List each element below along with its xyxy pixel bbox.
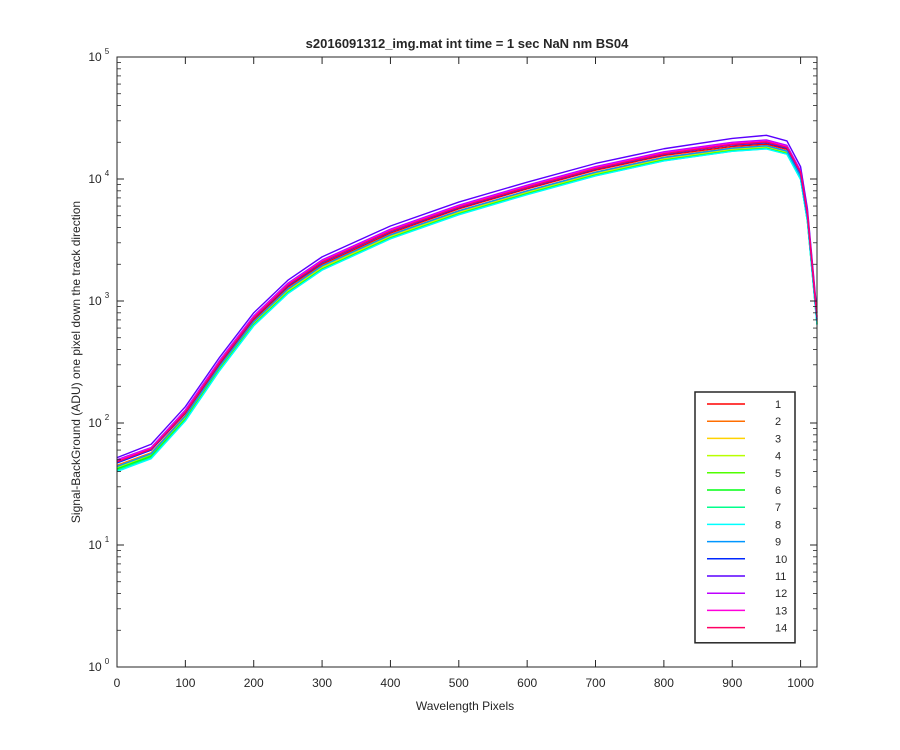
legend-label-11: 11 — [775, 571, 786, 583]
chart-title: s2016091312_img.mat int time = 1 sec NaN… — [306, 36, 629, 51]
y-tick-label: 10 — [88, 50, 102, 64]
x-tick-label: 600 — [517, 676, 537, 690]
y-tick-label: 10 — [88, 416, 102, 430]
legend-label-4: 4 — [775, 451, 781, 463]
y-tick-label: 10 — [88, 660, 102, 674]
series-line-11 — [116, 134, 818, 459]
legend-label-12: 12 — [775, 588, 787, 600]
y-tick-exponent: 3 — [105, 291, 110, 300]
x-tick-label: 500 — [449, 676, 469, 690]
x-tick-label: 800 — [654, 676, 674, 690]
legend-label-8: 8 — [775, 519, 781, 531]
legend-label-9: 9 — [775, 537, 781, 549]
legend-label-3: 3 — [775, 433, 781, 445]
y-tick-exponent: 1 — [105, 535, 110, 544]
x-tick-label: 200 — [244, 676, 264, 690]
y-tick-exponent: 4 — [105, 169, 110, 178]
x-axis-label: Wavelength Pixels — [416, 699, 514, 713]
legend-label-2: 2 — [775, 416, 781, 428]
axes-box — [116, 56, 818, 668]
legend-label-7: 7 — [775, 502, 781, 514]
legend-label-13: 13 — [775, 605, 787, 617]
legend-label-10: 10 — [775, 554, 787, 566]
x-tick-label: 0 — [114, 676, 121, 690]
y-tick-label: 10 — [88, 294, 102, 308]
series-layer — [116, 134, 818, 473]
y-axis-label: Signal-BackGround (ADU) one pixel down t… — [69, 201, 83, 523]
x-tick-label: 400 — [380, 676, 400, 690]
series-line-9 — [116, 145, 818, 468]
series-line-8 — [116, 148, 818, 473]
y-tick-exponent: 2 — [105, 413, 110, 422]
legend-label-5: 5 — [775, 468, 781, 480]
legend-box — [694, 391, 796, 644]
x-tick-label: 100 — [175, 676, 195, 690]
x-tick-label: 900 — [722, 676, 742, 690]
legend-label-6: 6 — [775, 485, 781, 497]
y-tick-label: 10 — [88, 538, 102, 552]
legend-label-14: 14 — [775, 623, 787, 635]
x-tick-label: 1000 — [787, 676, 814, 690]
x-tick-label: 700 — [586, 676, 606, 690]
y-tick-exponent: 0 — [105, 657, 110, 666]
x-tick-label: 300 — [312, 676, 332, 690]
legend-label-1: 1 — [775, 399, 781, 411]
y-tick-exponent: 5 — [105, 47, 110, 56]
y-tick-label: 10 — [88, 172, 102, 186]
series-line-14 — [116, 141, 818, 463]
